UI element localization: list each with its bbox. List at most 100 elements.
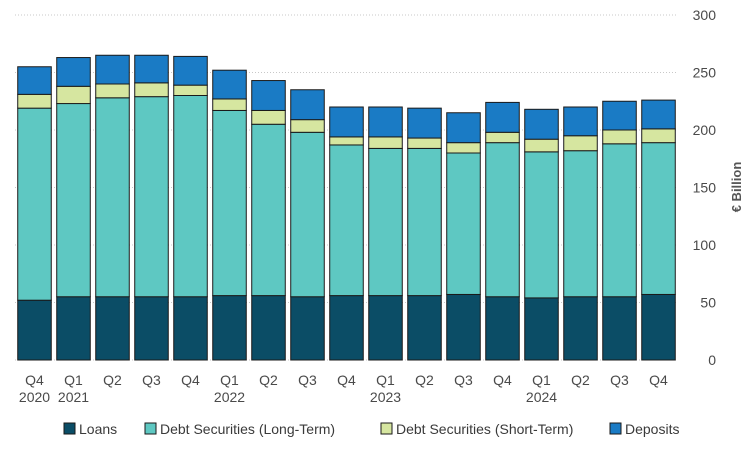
y-tick-label: 200 — [693, 122, 717, 138]
bar-segment-loans — [212, 295, 247, 361]
bar-segment-deposits — [602, 100, 637, 131]
bar-segment-deposits — [329, 106, 364, 138]
bar-segment-loans — [95, 296, 130, 361]
bar-segment-loans — [407, 295, 442, 361]
legend-item: Debt Securities (Short-Term) — [380, 421, 573, 437]
bar-segment-loans — [290, 296, 325, 361]
bar-segment-deposits — [368, 106, 403, 138]
y-tick-label: 150 — [693, 180, 717, 196]
bar-stack — [212, 69, 247, 361]
bar-segment-debt-securities-long-term — [56, 103, 91, 298]
bar-segment-deposits — [407, 107, 442, 139]
bar-segment-deposits — [134, 54, 169, 84]
x-tick-year-label: 2020 — [19, 389, 50, 405]
bar-segment-deposits — [524, 108, 559, 140]
bar-segment-deposits — [563, 106, 598, 137]
y-axis-title: € Billion — [729, 162, 744, 213]
y-axis-tick-labels: 0 50 100 150 200 250 300 — [693, 7, 717, 368]
bar-segment-loans — [641, 293, 676, 361]
x-tick-year-label: 2022 — [214, 389, 245, 405]
bar-segment-debt-securities-short-term — [95, 83, 130, 99]
bar-segment-debt-securities-long-term — [290, 131, 325, 298]
bar-segment-debt-securities-long-term — [641, 142, 676, 295]
bar-segment-debt-securities-short-term — [17, 93, 52, 109]
legend-item: Loans — [63, 421, 117, 437]
bar-segment-debt-securities-long-term — [173, 95, 208, 298]
bar-segment-debt-securities-long-term — [446, 152, 481, 295]
bar-stack — [524, 108, 559, 361]
bar-segment-loans — [602, 296, 637, 361]
bar-stack — [641, 99, 676, 361]
x-tick-label: Q3 — [610, 372, 629, 388]
bar-segment-debt-securities-short-term — [290, 119, 325, 133]
x-tick-label: Q4 — [181, 372, 200, 388]
x-tick-label: Q2 — [571, 372, 590, 388]
x-tick-label: Q3 — [454, 372, 473, 388]
x-tick-label: Q1 — [532, 372, 551, 388]
legend-label: Debt Securities (Long-Term) — [160, 421, 335, 437]
bar-stack — [329, 106, 364, 361]
bar-segment-deposits — [17, 66, 52, 95]
y-tick-label: 250 — [693, 65, 717, 81]
bar-segment-deposits — [641, 99, 676, 130]
bar-stack — [446, 112, 481, 361]
x-tick-label: Q1 — [376, 372, 395, 388]
y-tick-label: 50 — [700, 295, 716, 311]
legend-swatch — [380, 422, 393, 435]
bar-segment-loans — [368, 295, 403, 361]
bar-segment-debt-securities-long-term — [329, 144, 364, 297]
legend-label: Loans — [79, 421, 117, 437]
bar-segment-debt-securities-long-term — [368, 147, 403, 297]
bar-segment-debt-securities-long-term — [251, 123, 286, 297]
x-tick-label: Q1 — [220, 372, 239, 388]
bar-segment-loans — [563, 296, 598, 361]
bar-segment-deposits — [212, 69, 247, 100]
bar-segment-loans — [134, 296, 169, 361]
bar-segment-loans — [17, 299, 52, 361]
bar-segment-debt-securities-short-term — [368, 136, 403, 149]
x-tick-label: Q1 — [64, 372, 83, 388]
legend-swatch — [609, 422, 622, 435]
bar-segment-deposits — [56, 57, 91, 87]
bar-stack — [95, 54, 130, 361]
y-tick-label: 300 — [693, 7, 717, 23]
bar-stack — [134, 54, 169, 361]
bar-segment-debt-securities-short-term — [251, 109, 286, 125]
bar-segment-loans — [56, 296, 91, 361]
bar-segment-debt-securities-long-term — [563, 150, 598, 298]
bar-stack — [563, 106, 598, 361]
bar-stack — [602, 100, 637, 361]
y-tick-label: 100 — [693, 237, 717, 253]
bar-stack — [290, 89, 325, 361]
bar-segment-deposits — [173, 55, 208, 86]
bar-segment-debt-securities-short-term — [134, 82, 169, 98]
bar-stack — [56, 57, 91, 361]
bar-segment-debt-securities-short-term — [212, 98, 247, 111]
x-tick-label: Q4 — [649, 372, 668, 388]
bar-segment-debt-securities-long-term — [602, 143, 637, 298]
bar-segment-debt-securities-short-term — [329, 136, 364, 146]
x-tick-year-label: 2021 — [58, 389, 89, 405]
bar-segment-debt-securities-short-term — [173, 84, 208, 97]
bar-stack — [485, 101, 520, 361]
bar-segment-debt-securities-short-term — [485, 131, 520, 144]
x-tick-label: Q4 — [337, 372, 356, 388]
bar-segment-debt-securities-long-term — [407, 147, 442, 297]
bar-segment-loans — [485, 296, 520, 361]
bar-segment-debt-securities-short-term — [563, 135, 598, 152]
bar-segment-loans — [329, 295, 364, 361]
x-tick-label: Q3 — [142, 372, 161, 388]
bar-segment-loans — [173, 296, 208, 361]
bar-stacks — [17, 54, 676, 361]
bar-segment-debt-securities-short-term — [407, 137, 442, 149]
x-tick-year-label: 2023 — [370, 389, 401, 405]
x-tick-label: Q2 — [103, 372, 122, 388]
bar-segment-deposits — [95, 54, 130, 85]
bar-segment-loans — [446, 293, 481, 361]
bar-segment-loans — [251, 295, 286, 361]
x-tick-label: Q4 — [493, 372, 512, 388]
y-tick-label: 0 — [708, 352, 716, 368]
x-tick-year-label: 2024 — [526, 389, 557, 405]
legend-swatch — [144, 422, 157, 435]
